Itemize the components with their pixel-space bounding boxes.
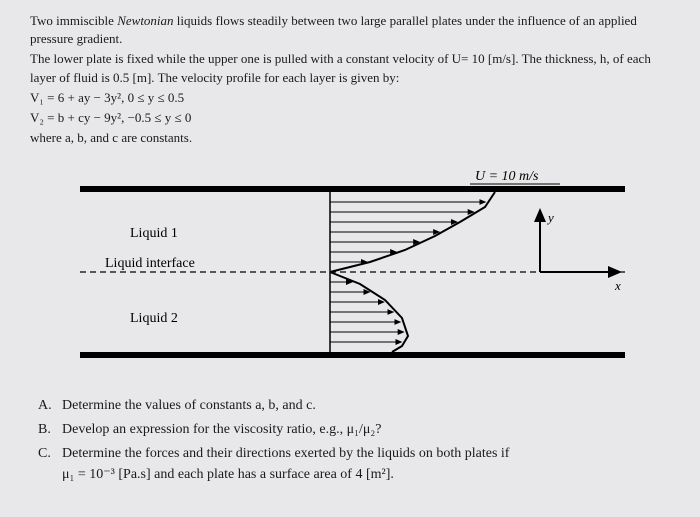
question-letter: B.	[38, 419, 62, 440]
problem-line-1: Two immiscible Newtonian liquids flows s…	[30, 12, 670, 48]
diagram-svg: U = 10 m/s Liquid 1 Liquid interface Liquid…	[70, 162, 630, 372]
svg-text:Liquid 1: Liquid 1	[130, 226, 178, 241]
question-c: C. Determine the forces and their direct…	[38, 443, 670, 485]
question-letter: C.	[38, 443, 62, 485]
problem-statement: Two immiscible Newtonian liquids flows s…	[30, 12, 670, 147]
text-pre: Two immiscible	[30, 13, 117, 28]
svg-text:y: y	[546, 210, 554, 225]
equation-1: V₁ = 6 + ay − 3y², 0 ≤ y ≤ 0.5	[30, 89, 670, 107]
question-c-eq: μ₁ = 10⁻³ [Pa.s] and each plate has a su…	[62, 467, 394, 482]
question-a: A. Determine the values of constants a, …	[38, 395, 670, 416]
svg-text:U = 10 m/s: U = 10 m/s	[475, 169, 539, 184]
equation-2: V₂ = b + cy − 9y², −0.5 ≤ y ≤ 0	[30, 109, 670, 127]
question-b: B. Develop an expression for the viscosi…	[38, 419, 670, 440]
svg-text:Liquid 2: Liquid 2	[130, 311, 178, 326]
problem-line-3: where a, b, and c are constants.	[30, 129, 670, 147]
question-list: A. Determine the values of constants a, …	[30, 395, 670, 485]
question-text: Determine the values of constants a, b, …	[62, 395, 670, 416]
svg-text:x: x	[614, 278, 621, 293]
text-italic: Newtonian	[117, 13, 173, 28]
question-text: Develop an expression for the viscosity …	[62, 419, 670, 440]
question-c-pre: Determine the forces and their direction…	[62, 446, 509, 461]
question-letter: A.	[38, 395, 62, 416]
problem-line-2: The lower plate is fixed while the upper…	[30, 50, 670, 86]
question-text: Determine the forces and their direction…	[62, 443, 670, 485]
svg-text:Liquid interface: Liquid interface	[105, 256, 195, 271]
velocity-profile-diagram: U = 10 m/s Liquid 1 Liquid interface Liquid…	[70, 162, 630, 377]
